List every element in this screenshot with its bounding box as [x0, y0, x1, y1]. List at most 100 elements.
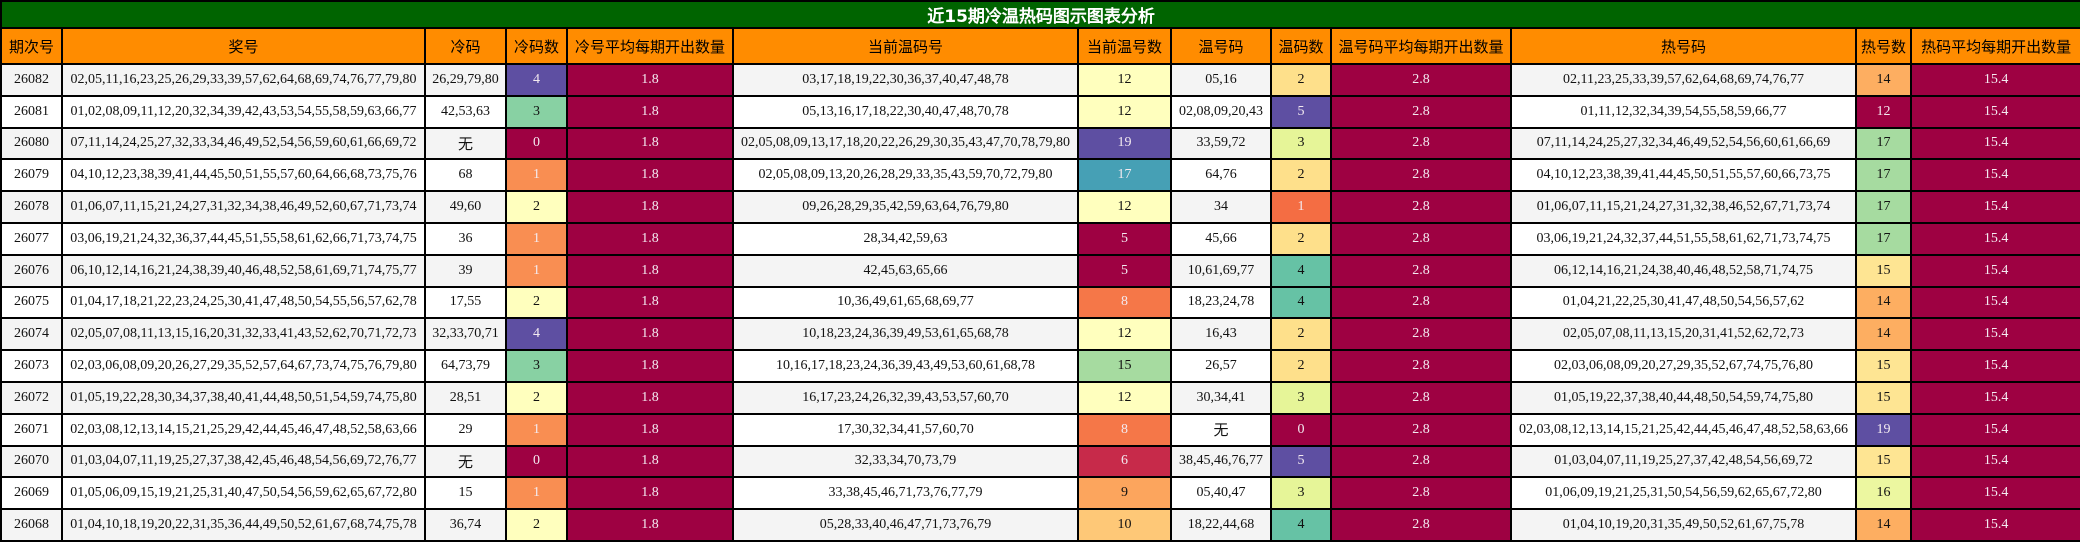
cold-cell: 无	[424, 444, 507, 479]
hot-count-cell: 15	[1855, 380, 1912, 415]
warm-current-count-cell: 12	[1077, 317, 1172, 352]
cold-count-cell: 1	[505, 221, 568, 256]
warm-count-cell: 2	[1270, 349, 1332, 383]
cold-cell: 26,29,79,80	[424, 63, 507, 97]
warm-cell: 10,61,69,77	[1170, 253, 1272, 288]
cold-count-cell: 0	[505, 444, 568, 479]
cold-count-cell: 1	[505, 412, 568, 447]
hot-cell: 01,04,21,22,25,30,41,47,48,50,54,56,57,6…	[1510, 285, 1857, 320]
table-row: 26082 02,05,11,16,23,25,26,29,33,39,57,62…	[0, 63, 2080, 97]
hot-cell: 02,03,06,08,09,20,27,29,35,52,67,74,75,7…	[1510, 349, 1857, 383]
hot-avg-cell: 15.4	[1909, 126, 2080, 161]
cold-count-cell: 1	[505, 158, 568, 193]
hot-count-cell: 15	[1855, 349, 1912, 383]
cold-count-cell: 3	[505, 349, 568, 383]
table-row: 26074 02,05,07,08,11,13,15,16,20,31,32,33…	[0, 317, 2080, 352]
cold-avg-cell: 1.8	[566, 94, 734, 129]
hot-cell: 02,11,23,25,33,39,57,62,64,68,69,74,76,7…	[1510, 63, 1857, 97]
hot-count-cell: 15	[1855, 444, 1912, 479]
warm-current-cell: 32,33,34,70,73,79	[732, 444, 1079, 479]
warm-current-cell: 10,36,49,61,65,68,69,77	[732, 285, 1079, 320]
warm-avg-cell: 2.8	[1330, 380, 1512, 415]
warm-cell: 64,76	[1170, 158, 1272, 193]
cold-avg-cell: 1.8	[566, 508, 734, 542]
warm-avg-cell: 2.8	[1330, 94, 1512, 129]
hot-cell: 04,10,12,23,38,39,41,44,45,50,51,55,57,6…	[1510, 158, 1857, 193]
cold-cell: 36	[424, 221, 507, 256]
warm-count-cell: 4	[1270, 253, 1332, 288]
warm-current-cell: 02,05,08,09,13,17,18,20,22,26,29,30,35,4…	[732, 126, 1079, 161]
hot-count-cell: 17	[1855, 158, 1912, 193]
table-row: 26072 01,05,19,22,28,30,34,37,38,40,41,44…	[0, 380, 2080, 415]
warm-current-count-cell: 10	[1077, 508, 1172, 542]
cold-count-cell: 4	[505, 63, 568, 97]
warm-current-cell: 05,28,33,40,46,47,71,73,76,79	[732, 508, 1079, 542]
hot-cell: 06,12,14,16,21,24,38,40,46,48,52,58,71,7…	[1510, 253, 1857, 288]
cold-count-cell: 4	[505, 317, 568, 352]
cold-avg-cell: 1.8	[566, 63, 734, 97]
cold-avg-cell: 1.8	[566, 380, 734, 415]
numbers-cell: 01,04,10,18,19,20,22,31,35,36,44,49,50,5…	[61, 508, 426, 542]
numbers-cell: 01,04,17,18,21,22,23,24,25,30,41,47,48,5…	[61, 285, 426, 320]
warm-count-cell: 0	[1270, 412, 1332, 447]
warm-cell: 无	[1170, 412, 1272, 447]
cold-cell: 39	[424, 253, 507, 288]
table-row: 26077 03,06,19,21,24,32,36,37,44,45,51,55…	[0, 221, 2080, 256]
hot-avg-cell: 15.4	[1909, 508, 2080, 542]
table-row: 26071 02,03,08,12,13,14,15,21,25,29,42,44…	[0, 412, 2080, 447]
numbers-cell: 07,11,14,24,25,27,32,33,34,46,49,52,54,5…	[61, 126, 426, 161]
numbers-cell: 06,10,12,14,16,21,24,38,39,40,46,48,52,5…	[61, 253, 426, 288]
warm-current-cell: 33,38,45,46,71,73,76,77,79	[732, 476, 1079, 511]
warm-count-cell: 3	[1270, 380, 1332, 415]
warm-current-count-cell: 17	[1077, 158, 1172, 193]
hot-count-cell: 14	[1855, 63, 1912, 97]
hot-avg-cell: 15.4	[1909, 158, 2080, 193]
cold-count-cell: 2	[505, 190, 568, 224]
hot-avg-cell: 15.4	[1909, 349, 2080, 383]
warm-avg-cell: 2.8	[1330, 63, 1512, 97]
table-row: 26070 01,03,04,07,11,19,25,27,37,38,42,45…	[0, 444, 2080, 479]
cold-count-cell: 3	[505, 94, 568, 129]
header-hot-avg: 热码平均每期开出数量	[1909, 27, 2080, 65]
warm-count-cell: 3	[1270, 126, 1332, 161]
warm-count-cell: 2	[1270, 221, 1332, 256]
numbers-cell: 02,05,11,16,23,25,26,29,33,39,57,62,64,6…	[61, 63, 426, 97]
cold-cell: 17,55	[424, 285, 507, 320]
hot-count-cell: 14	[1855, 317, 1912, 352]
hot-avg-cell: 15.4	[1909, 94, 2080, 129]
warm-avg-cell: 2.8	[1330, 508, 1512, 542]
hot-count-cell: 16	[1855, 476, 1912, 511]
warm-current-count-cell: 5	[1077, 253, 1172, 288]
warm-avg-cell: 2.8	[1330, 444, 1512, 479]
warm-current-cell: 28,34,42,59,63	[732, 221, 1079, 256]
hot-cell: 01,06,07,11,15,21,24,27,31,32,38,46,52,6…	[1510, 190, 1857, 224]
table-row: 26073 02,03,06,08,09,20,26,27,29,35,52,57…	[0, 349, 2080, 383]
table-title: 近15期冷温热码图示图表分析	[0, 0, 2080, 29]
hot-cell: 02,05,07,08,11,13,15,20,31,41,52,62,72,7…	[1510, 317, 1857, 352]
table-row: 26069 01,05,06,09,15,19,21,25,31,40,47,50…	[0, 476, 2080, 511]
period-cell: 26073	[0, 349, 63, 383]
hot-avg-cell: 15.4	[1909, 285, 2080, 320]
table-row: 26079 04,10,12,23,38,39,41,44,45,50,51,55…	[0, 158, 2080, 193]
cold-count-cell: 1	[505, 253, 568, 288]
warm-cell: 26,57	[1170, 349, 1272, 383]
warm-count-cell: 2	[1270, 158, 1332, 193]
header-numbers: 奖号	[61, 27, 426, 65]
period-cell: 26069	[0, 476, 63, 511]
table-row: 26081 01,02,08,09,11,12,20,32,34,39,42,43…	[0, 94, 2080, 129]
period-cell: 26076	[0, 253, 63, 288]
cold-count-cell: 0	[505, 126, 568, 161]
hot-count-cell: 14	[1855, 508, 1912, 542]
hot-count-cell: 14	[1855, 285, 1912, 320]
cold-cell: 15	[424, 476, 507, 511]
hot-cell: 02,03,08,12,13,14,15,21,25,42,44,45,46,4…	[1510, 412, 1857, 447]
hot-count-cell: 15	[1855, 253, 1912, 288]
warm-count-cell: 3	[1270, 476, 1332, 511]
warm-avg-cell: 2.8	[1330, 317, 1512, 352]
hot-avg-cell: 15.4	[1909, 63, 2080, 97]
table-row: 26080 07,11,14,24,25,27,32,33,34,46,49,52…	[0, 126, 2080, 161]
hot-avg-cell: 15.4	[1909, 190, 2080, 224]
cold-cell: 68	[424, 158, 507, 193]
warm-avg-cell: 2.8	[1330, 412, 1512, 447]
